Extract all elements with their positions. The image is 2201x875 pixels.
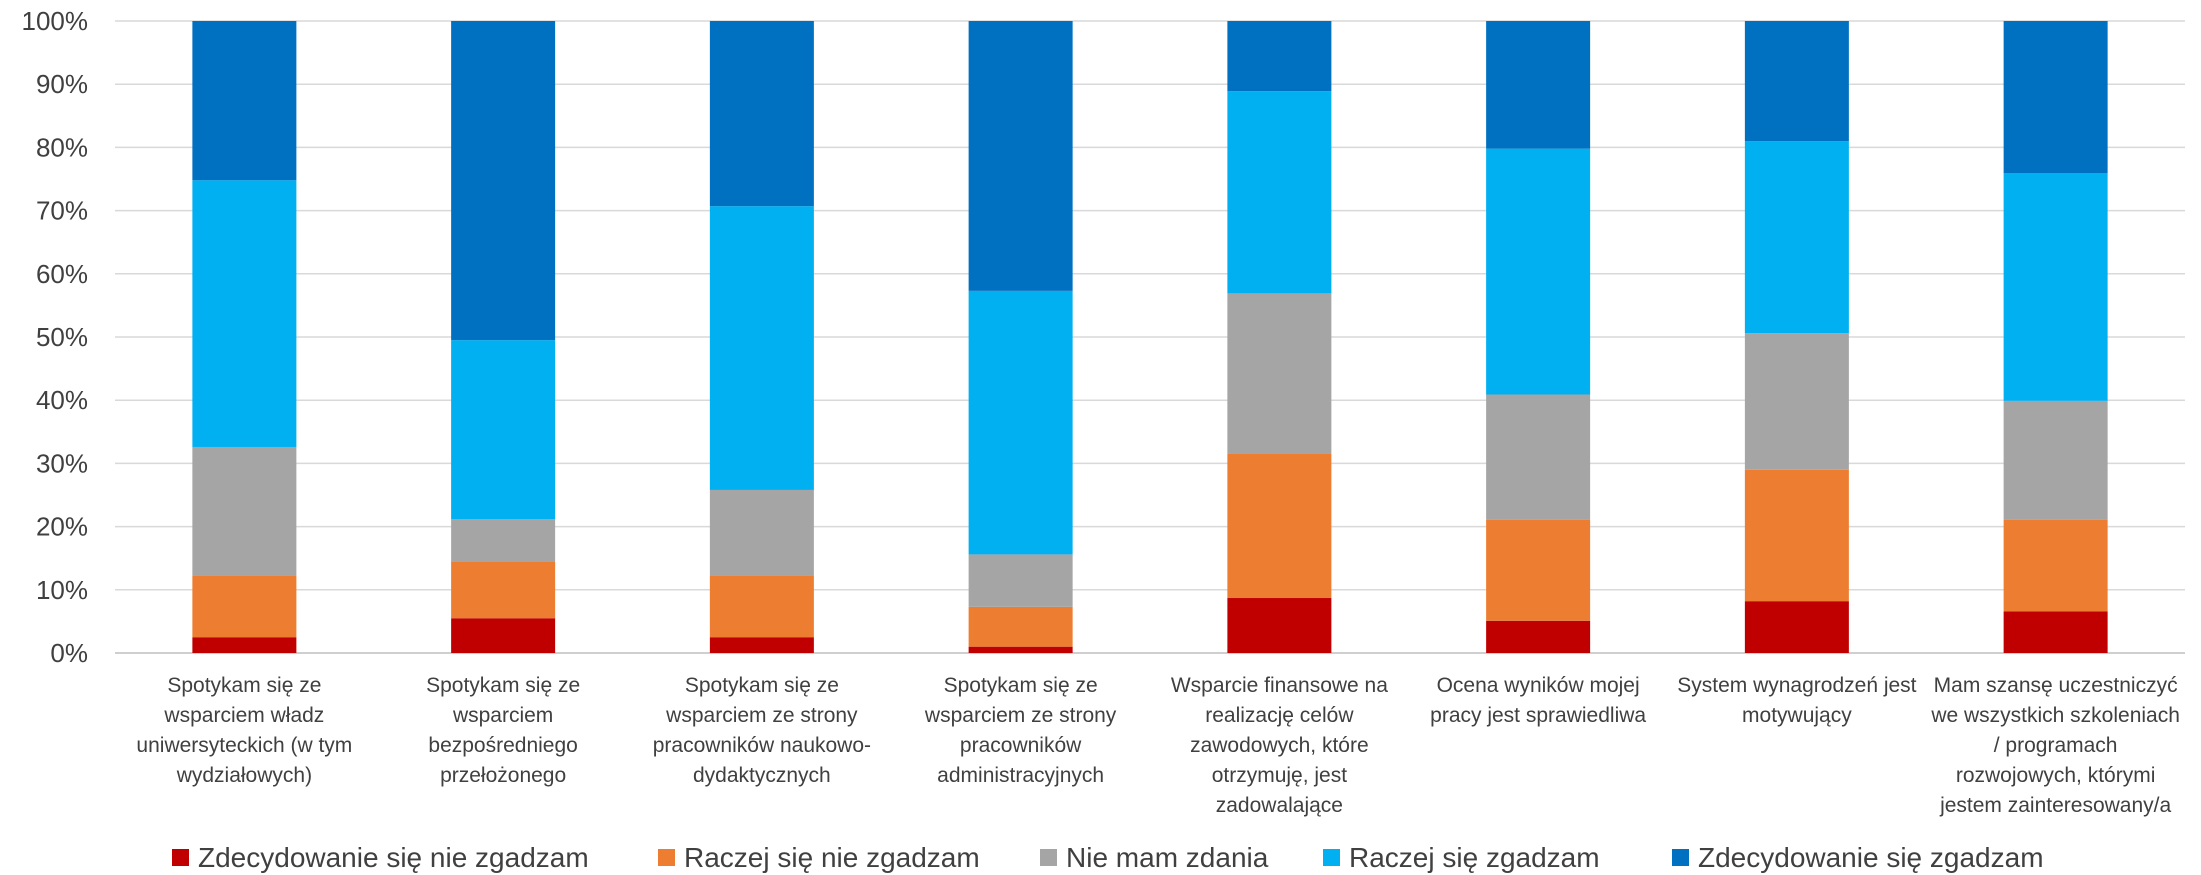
- bar-segment: [192, 446, 297, 576]
- bar-segment: [1227, 293, 1332, 454]
- bar-segment: [968, 606, 1073, 647]
- bar-segment: [2003, 173, 2108, 401]
- legend-label: Zdecydowanie się zgadzam: [1698, 842, 2044, 873]
- bar-segment: [1486, 148, 1591, 395]
- x-category-label: Spotykam się ze wsparciem władz uniwersyte…: [136, 674, 352, 787]
- bar-segment: [709, 575, 814, 638]
- bar-segment: [2003, 21, 2108, 174]
- legend-label: Raczej się nie zgadzam: [684, 842, 980, 873]
- legend-swatch: [1672, 849, 1689, 866]
- bar-segment: [1486, 519, 1591, 621]
- bar-stack: [1744, 21, 1849, 653]
- bar-segment: [451, 340, 556, 520]
- bar-segment: [1227, 21, 1332, 92]
- legend-swatch: [658, 849, 675, 866]
- bar-segment: [1227, 91, 1332, 294]
- bar-segment: [1486, 394, 1591, 520]
- y-tick-label: 70%: [36, 196, 88, 226]
- bar-segment: [451, 21, 556, 341]
- x-category-label: Spotykam się ze wsparciem bezpośredniego pr…: [426, 674, 580, 787]
- legend-label: Zdecydowanie się nie zgadzam: [198, 842, 589, 873]
- bar-segment: [192, 21, 297, 181]
- bar-segment: [968, 290, 1073, 555]
- bar-segment: [451, 618, 556, 653]
- legend-item: Raczej się nie zgadzam: [658, 842, 980, 873]
- bar-stack: [192, 21, 297, 653]
- bar-segment: [1227, 453, 1332, 599]
- bars: [192, 21, 2108, 653]
- x-axis-category-labels: Spotykam się ze wsparciem władz uniwersyte…: [136, 674, 2179, 817]
- x-category-label: Mam szansę uczestniczyć we wszystkich szk…: [1930, 674, 2180, 817]
- x-category-label: System wynagrodzeń jest motywujący: [1677, 674, 1916, 727]
- y-tick-label: 40%: [36, 385, 88, 415]
- bar-segment: [709, 637, 814, 653]
- bar-stack: [1227, 21, 1332, 653]
- bar-stack: [451, 21, 556, 653]
- legend-item: Zdecydowanie się zgadzam: [1672, 842, 2044, 873]
- y-tick-label: 100%: [22, 6, 89, 36]
- bar-segment: [451, 519, 556, 562]
- bar-stack: [968, 21, 1073, 653]
- y-tick-label: 20%: [36, 512, 88, 542]
- bar-segment: [1486, 620, 1591, 653]
- bar-segment: [1744, 469, 1849, 602]
- y-tick-label: 90%: [36, 69, 88, 99]
- x-category-label: Spotykam się ze wsparciem ze strony pracow…: [653, 674, 871, 787]
- y-tick-label: 0%: [50, 638, 88, 668]
- bar-segment: [968, 646, 1073, 653]
- x-category-label: Wsparcie finansowe na realizację celów zaw…: [1171, 674, 1388, 817]
- legend-swatch: [172, 849, 189, 866]
- bar-stack: [709, 21, 814, 653]
- bar-segment: [192, 575, 297, 638]
- bar-segment: [1744, 601, 1849, 653]
- bar-segment: [1486, 21, 1591, 149]
- y-tick-label: 60%: [36, 259, 88, 289]
- y-tick-label: 50%: [36, 322, 88, 352]
- bar-segment: [1744, 333, 1849, 470]
- y-tick-label: 80%: [36, 132, 88, 162]
- bar-segment: [2003, 400, 2108, 520]
- legend-item: Nie mam zdania: [1040, 842, 1269, 873]
- legend-item: Raczej się zgadzam: [1323, 842, 1600, 873]
- bar-segment: [451, 561, 556, 619]
- bar-stack: [1486, 21, 1591, 653]
- legend-label: Raczej się zgadzam: [1349, 842, 1600, 873]
- bar-segment: [709, 206, 814, 490]
- bar-segment: [2003, 611, 2108, 653]
- y-tick-label: 30%: [36, 448, 88, 478]
- bar-segment: [709, 21, 814, 207]
- bar-segment: [192, 180, 297, 447]
- bar-segment: [968, 554, 1073, 607]
- bar-segment: [1227, 598, 1332, 653]
- legend-swatch: [1323, 849, 1340, 866]
- legend-swatch: [1040, 849, 1057, 866]
- bar-segment: [192, 637, 297, 653]
- legend: Zdecydowanie się nie zgadzam Raczej się n…: [172, 842, 2044, 873]
- y-tick-label: 10%: [36, 575, 88, 605]
- bar-segment: [709, 489, 814, 576]
- gridlines: [115, 20, 2185, 654]
- x-category-label: Spotykam się ze wsparciem ze strony pracow…: [924, 674, 1117, 787]
- bar-stack: [2003, 21, 2108, 653]
- legend-item: Zdecydowanie się nie zgadzam: [172, 842, 589, 873]
- bar-segment: [1744, 21, 1849, 142]
- x-category-label: Ocena wyników mojej pracy jest sprawiedli…: [1430, 674, 1646, 727]
- bar-segment: [968, 21, 1073, 291]
- bar-segment: [1744, 141, 1849, 334]
- legend-label: Nie mam zdania: [1066, 842, 1269, 873]
- bar-segment: [2003, 519, 2108, 612]
- y-axis-tick-labels: 0% 10% 20% 30% 40% 50% 60% 70% 80% 90% 100%: [22, 6, 89, 668]
